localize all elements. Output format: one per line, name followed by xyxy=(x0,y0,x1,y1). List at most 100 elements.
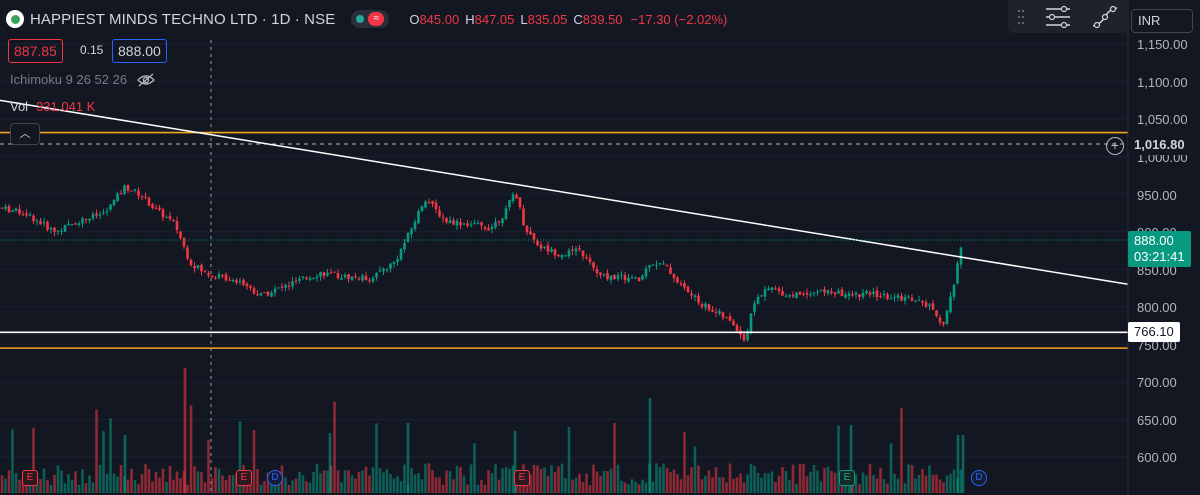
volume-bar xyxy=(140,474,144,493)
collapse-legend-button[interactable]: ︿ xyxy=(10,123,40,145)
volume-bar xyxy=(662,463,665,493)
volume-bar xyxy=(581,482,585,493)
candle-body xyxy=(585,257,588,259)
candle-body xyxy=(165,217,168,219)
candle-body xyxy=(35,220,39,222)
candle-body xyxy=(602,274,606,276)
candlesticks xyxy=(0,184,963,343)
volume-bar xyxy=(364,466,368,493)
candle-body xyxy=(896,295,900,299)
earnings-marker-icon[interactable]: E xyxy=(236,470,252,486)
candle-body xyxy=(672,274,676,279)
candle-body xyxy=(277,287,280,289)
price-axis-label: 800.00 xyxy=(1137,300,1177,315)
vol-value: 331.041 K xyxy=(36,99,96,114)
eye-hidden-icon[interactable] xyxy=(137,73,155,87)
volume-bar xyxy=(725,482,728,493)
volume-bar xyxy=(910,465,914,493)
volume-bar xyxy=(105,473,109,493)
candle-body xyxy=(578,248,581,250)
candle-body xyxy=(732,320,735,326)
symbol-title[interactable]: HAPPIEST MINDS TECHNO LTD · 1D · NSE xyxy=(30,10,336,28)
volume-bar xyxy=(578,473,581,493)
candle-body xyxy=(249,286,252,288)
volume-bar xyxy=(728,463,732,493)
candle-body xyxy=(749,313,753,333)
candle-body xyxy=(270,292,273,297)
volume-bar xyxy=(431,470,434,493)
candle-body xyxy=(217,274,221,278)
volume-bar xyxy=(655,463,658,493)
volume-bar xyxy=(252,430,256,493)
candle-body xyxy=(175,221,179,231)
volume-bar xyxy=(158,477,161,493)
volume-bar xyxy=(328,433,332,493)
trend-tool-icon[interactable] xyxy=(1091,4,1119,30)
candle-body xyxy=(11,210,14,212)
volume-bar xyxy=(809,471,812,493)
candle-body xyxy=(704,303,707,308)
earnings-marker-icon[interactable]: E xyxy=(22,470,38,486)
volume-bar xyxy=(77,484,81,493)
dividend-marker-icon[interactable]: D xyxy=(971,470,987,486)
candle-body xyxy=(105,210,109,213)
earnings-marker-icon[interactable]: E xyxy=(839,470,855,486)
buy-button[interactable]: 888.00 xyxy=(112,39,167,63)
candle-body xyxy=(14,208,18,211)
volume-bar xyxy=(179,478,182,493)
volume-bar xyxy=(123,435,127,493)
volume-bar xyxy=(753,465,756,493)
candle-body xyxy=(669,267,672,275)
volume-bar xyxy=(326,470,329,493)
volume-bar xyxy=(858,484,861,493)
volume-bar xyxy=(483,484,487,493)
currency-selector[interactable]: INR xyxy=(1131,9,1193,33)
volume-bar xyxy=(102,431,105,493)
candle-body xyxy=(679,283,683,285)
candle-body xyxy=(357,278,361,280)
candle-body xyxy=(235,280,238,283)
volume-bar xyxy=(221,475,224,493)
candle-body xyxy=(945,310,949,324)
earnings-marker-icon[interactable]: E xyxy=(514,470,530,486)
candle-body xyxy=(42,222,46,224)
dividend-marker-icon[interactable]: D xyxy=(267,470,283,486)
candle-body xyxy=(728,316,732,321)
volume-bar xyxy=(494,464,497,493)
candle-body xyxy=(266,291,270,296)
candle-body xyxy=(312,278,315,280)
volume-bar xyxy=(739,473,742,493)
volume-bar xyxy=(788,479,791,493)
candle-body xyxy=(63,225,67,232)
volume-bar xyxy=(161,468,165,493)
candle-body xyxy=(515,194,518,199)
volume-bar xyxy=(630,479,634,493)
sell-button[interactable]: 887.85 xyxy=(8,39,63,63)
volume-legend[interactable]: Vol 331.041 K xyxy=(10,99,95,114)
candle-body xyxy=(364,276,368,281)
volume-bar xyxy=(504,467,508,493)
candle-body xyxy=(81,218,84,224)
horizontal-lines-tool-icon[interactable] xyxy=(1044,5,1072,29)
status-pill[interactable]: ≈ xyxy=(351,10,390,28)
price-axis-label: 1,100.00 xyxy=(1137,75,1188,90)
candle-body xyxy=(557,255,560,257)
volume-bar xyxy=(938,479,942,493)
candle-body xyxy=(329,272,333,274)
add-alert-plus-icon[interactable]: + xyxy=(1106,137,1124,155)
drag-handle-icon[interactable] xyxy=(1017,8,1025,26)
volume-bar xyxy=(651,481,655,493)
volume-bar xyxy=(291,480,294,493)
candle-body xyxy=(259,293,263,296)
candle-body xyxy=(70,224,74,226)
volume-bar xyxy=(882,479,886,493)
volume-bar xyxy=(606,470,609,493)
volume-bar xyxy=(669,472,672,493)
volume-bar xyxy=(476,484,480,493)
volume-bar xyxy=(490,473,494,493)
ichimoku-legend[interactable]: Ichimoku 9 26 52 26 xyxy=(10,72,155,87)
candle-body xyxy=(872,291,875,294)
candle-body xyxy=(784,295,788,297)
candle-body xyxy=(826,290,830,294)
